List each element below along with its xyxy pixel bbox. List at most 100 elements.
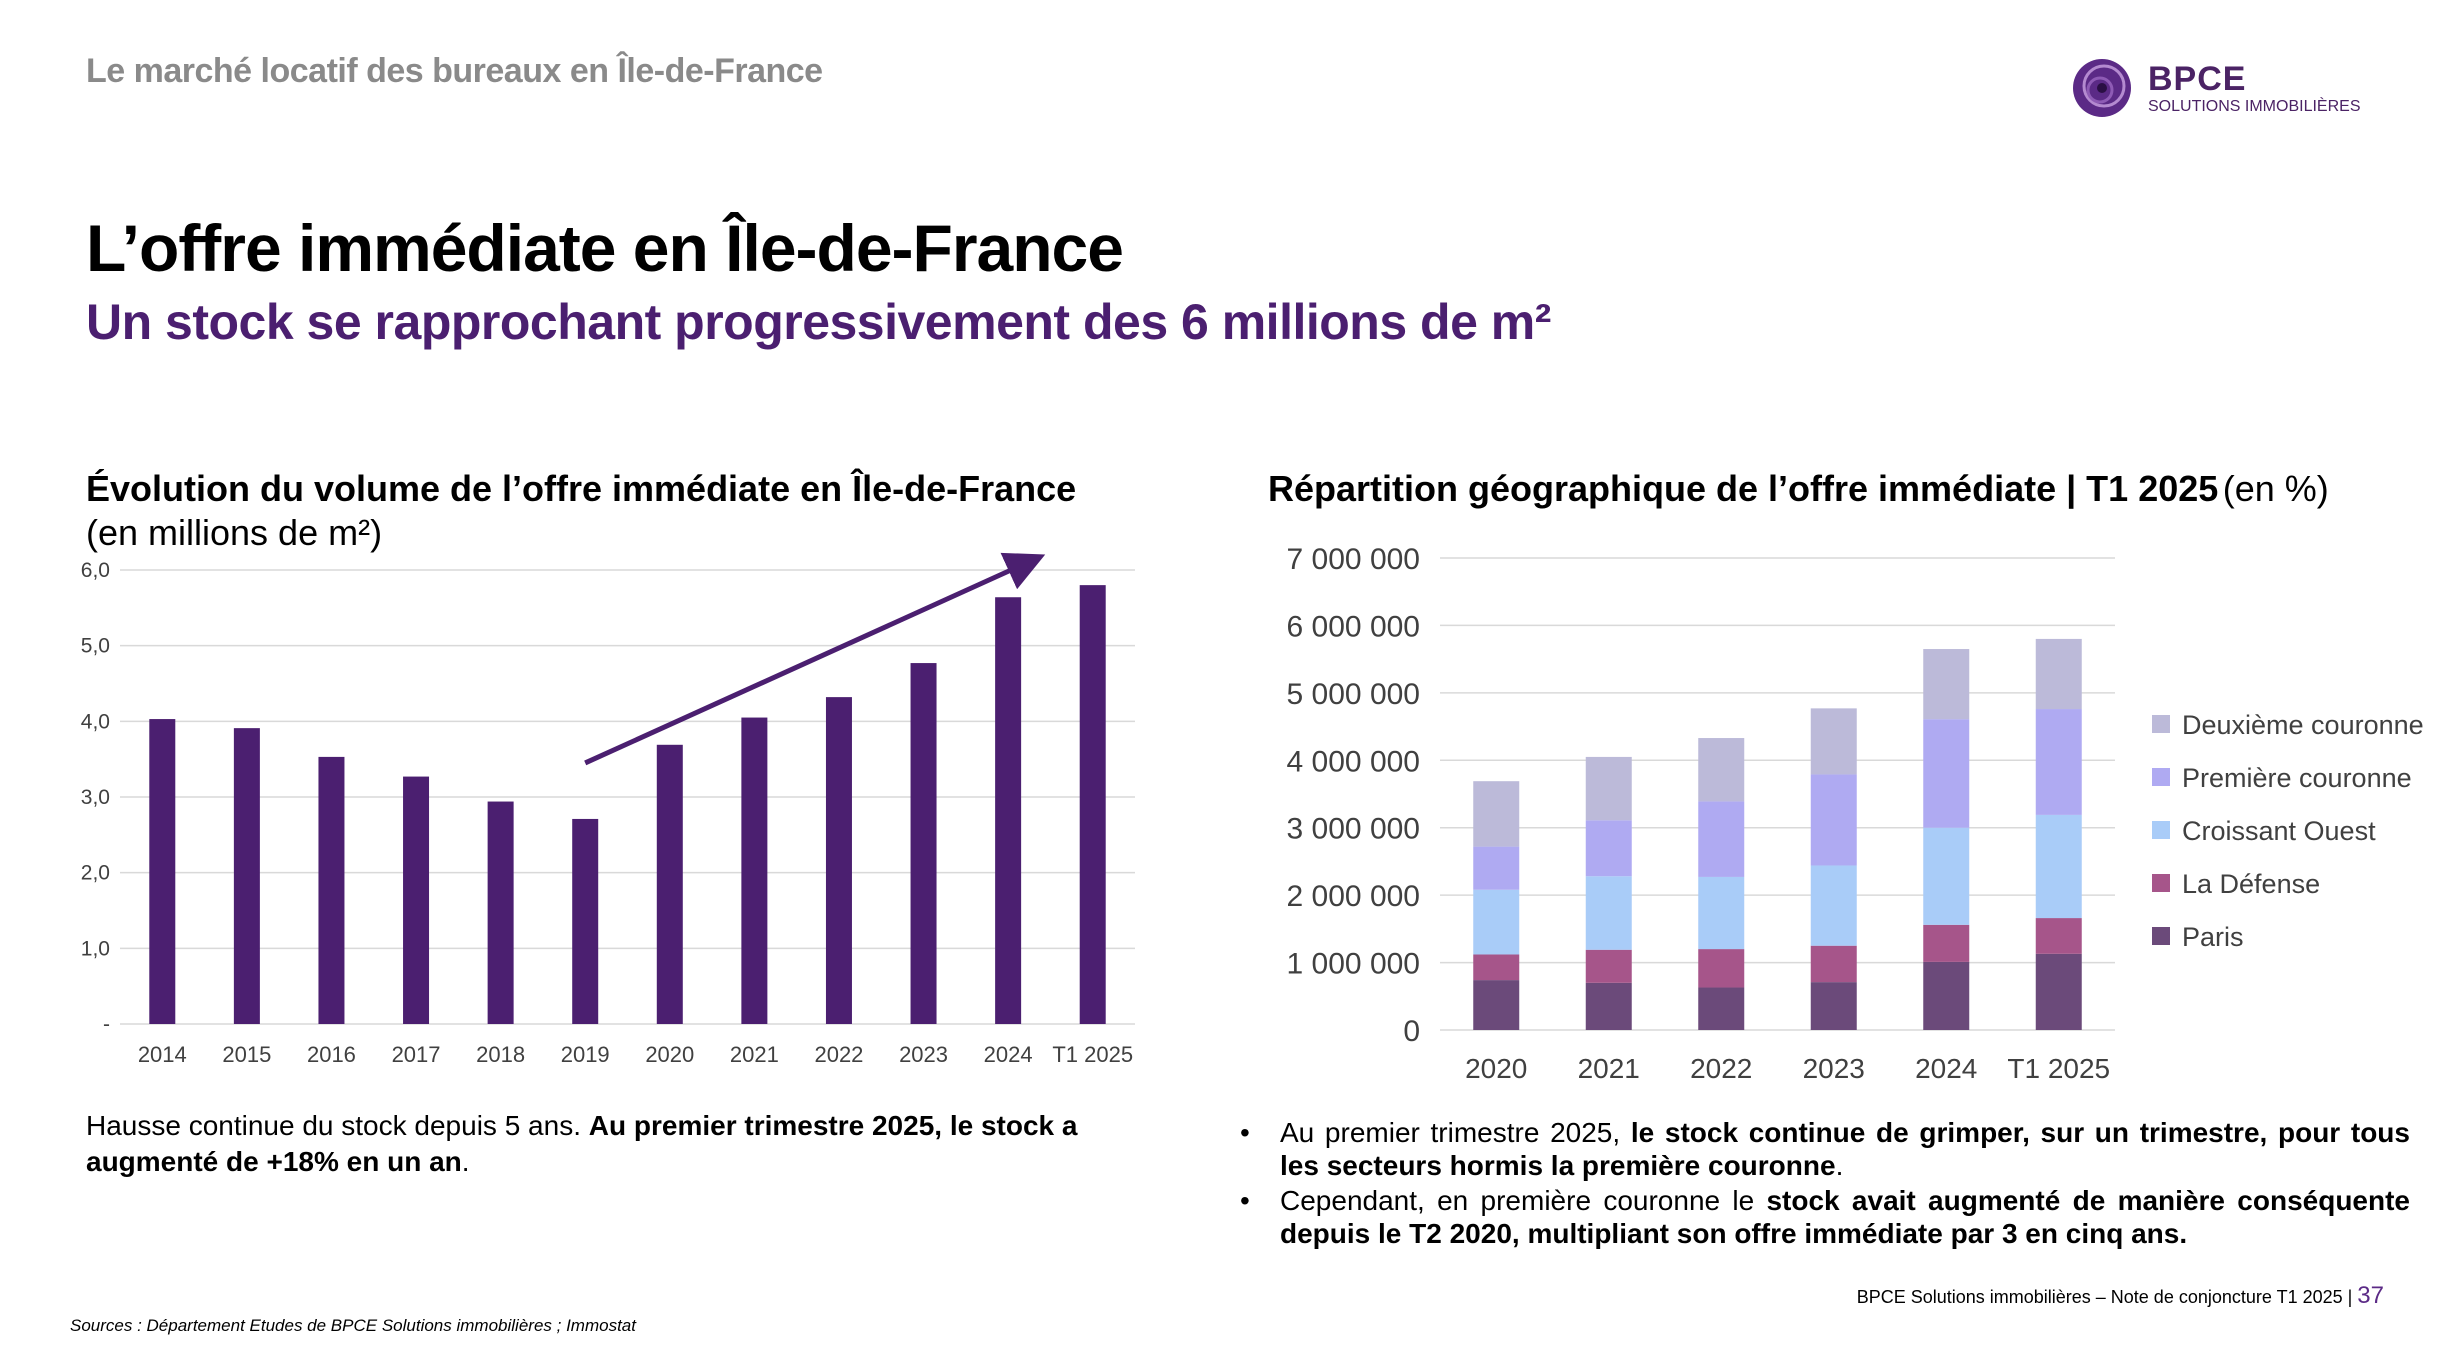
bar-segment xyxy=(1810,865,1857,946)
left-caption-bold: Au premier trimestre 2025, le stock a au… xyxy=(86,1110,1078,1177)
bar-segment xyxy=(1585,756,1632,821)
bar-segment xyxy=(1810,982,1857,1030)
bar xyxy=(656,744,683,1024)
bar xyxy=(318,756,345,1024)
left-caption: Hausse continue du stock depuis 5 ans. A… xyxy=(86,1108,1106,1180)
footer-text: BPCE Solutions immobilières – Note de co… xyxy=(1856,1287,2358,1307)
legend-label: La Défense xyxy=(2182,869,2320,899)
bar-segment xyxy=(2035,709,2082,815)
bullet-marker: • xyxy=(1240,1185,1250,1216)
bar-segment xyxy=(1473,980,1520,1030)
page-number: 37 xyxy=(2357,1282,2384,1309)
bar xyxy=(572,818,599,1024)
list-item: • Au premier trimestre 2025, le stock co… xyxy=(1240,1116,2410,1182)
bar-segment xyxy=(1585,820,1632,877)
bar-segment xyxy=(1698,801,1745,877)
x-tick-label: 2024 xyxy=(984,1042,1033,1067)
sources-note: Sources : Département Etudes de BPCE Sol… xyxy=(70,1316,636,1335)
legend-swatch xyxy=(2152,874,2170,892)
left-chart-unit: (en millions de m²) xyxy=(86,512,383,553)
x-tick-label: 2023 xyxy=(1803,1053,1865,1084)
left-bar-chart: - 1,0 2,0 3,0 4,0 5,0 6,0 2014 2015 2016 2017 2018 2… xyxy=(81,552,1135,1067)
bar-segment xyxy=(1698,876,1745,950)
x-tick-label: 2020 xyxy=(1465,1053,1527,1084)
y-tick-label: 0 xyxy=(1403,1015,1420,1048)
y-tick-label: 2,0 xyxy=(81,862,110,885)
bar-segment xyxy=(1923,827,1970,925)
x-tick-label: T1 2025 xyxy=(1052,1042,1133,1067)
x-tick-label: 2019 xyxy=(561,1042,610,1067)
bar-segment xyxy=(1923,924,1970,962)
legend-label: Paris xyxy=(2182,922,2244,952)
bar-segment xyxy=(1698,949,1745,988)
y-tick-label: 1,0 xyxy=(81,937,110,960)
left-caption-end: . xyxy=(461,1146,470,1177)
bar-segment xyxy=(1698,987,1745,1030)
bar xyxy=(149,719,176,1024)
legend-label: Deuxième couronne xyxy=(2182,710,2424,740)
left-caption-text: Hausse continue du stock depuis 5 ans. xyxy=(86,1110,589,1141)
legend-swatch xyxy=(2152,821,2170,839)
legend-label: Première couronne xyxy=(2182,763,2412,793)
bar xyxy=(233,728,260,1024)
bar-segment xyxy=(2035,918,2082,954)
x-tick-label: 2022 xyxy=(814,1042,863,1067)
x-tick-label: 2017 xyxy=(392,1042,441,1067)
bar xyxy=(825,697,852,1024)
bar-segment xyxy=(1810,774,1857,866)
bar xyxy=(487,801,514,1024)
bar-segment xyxy=(1585,876,1632,950)
y-tick-label: 5,0 xyxy=(81,635,110,658)
bullet-text: Au premier trimestre 2025, xyxy=(1280,1117,1631,1148)
bar-segment xyxy=(1585,982,1632,1030)
y-tick-label: 1 000 000 xyxy=(1287,948,1420,981)
bullet-marker: • xyxy=(1240,1117,1250,1148)
right-chart-heading: Répartition géographique de l’offre immé… xyxy=(1268,468,2329,510)
bar-segment xyxy=(2035,953,2082,1030)
y-tick-label: 3,0 xyxy=(81,786,110,809)
x-tick-label: 2021 xyxy=(1578,1053,1640,1084)
bar xyxy=(741,717,768,1024)
list-item: • Cependant, en première couronne le sto… xyxy=(1240,1184,2410,1250)
page-title: L’offre immédiate en Île-de-France xyxy=(86,211,1124,285)
bar-segment xyxy=(1473,781,1520,847)
logo-swirl-icon xyxy=(2073,59,2131,117)
y-tick-label: 3 000 000 xyxy=(1287,813,1420,846)
logo-subtitle: SOLUTIONS IMMOBILIÈRES xyxy=(2148,98,2361,115)
legend-swatch xyxy=(2152,927,2170,945)
right-chart-title: Répartition géographique de l’offre immé… xyxy=(1268,468,2219,509)
footer-note: BPCE Solutions immobilières – Note de co… xyxy=(1857,1282,2384,1310)
bar-segment xyxy=(1473,846,1520,890)
page-subtitle: Un stock se rapprochant progressivement … xyxy=(86,294,1551,350)
bullet-bold: le stock continue de grimper, sur un tri… xyxy=(1280,1117,2410,1181)
bar-segment xyxy=(1923,719,1970,828)
bullet-end: . xyxy=(1835,1150,1844,1181)
left-chart-title: Évolution du volume de l’offre immédiate… xyxy=(86,468,1077,509)
bar-segment xyxy=(1810,945,1857,983)
bar-segment xyxy=(2035,814,2082,919)
x-tick-label: 2018 xyxy=(476,1042,525,1067)
bar-segment xyxy=(1923,961,1970,1030)
trend-arrow xyxy=(584,552,1046,766)
x-tick-label: 2014 xyxy=(138,1042,187,1067)
bullet-text: Cependant, en première couronne le xyxy=(1280,1185,1767,1216)
bar-segment xyxy=(1698,738,1745,802)
legend-swatch xyxy=(2152,715,2170,733)
bullet-bold: stock avait augmenté de manière conséque… xyxy=(1280,1185,2410,1249)
y-tick-label: 6 000 000 xyxy=(1287,610,1420,643)
y-tick-label: 5 000 000 xyxy=(1287,678,1420,711)
bar xyxy=(995,597,1022,1024)
y-tick-label: 4 000 000 xyxy=(1287,745,1420,778)
x-tick-label: 2022 xyxy=(1690,1053,1752,1084)
y-tick-label: 2 000 000 xyxy=(1287,880,1420,913)
x-tick-label: 2024 xyxy=(1915,1053,1977,1084)
right-stacked-bar-chart: 0 1 000 000 2 000 000 3 000 000 4 000 000 5 0… xyxy=(1287,543,2424,1084)
bar xyxy=(1079,585,1106,1024)
x-tick-label: 2015 xyxy=(222,1042,271,1067)
bar-segment xyxy=(1923,649,1970,720)
y-tick-label: 4,0 xyxy=(81,710,110,733)
bar-segment xyxy=(1810,708,1857,775)
bar xyxy=(403,776,430,1024)
bar xyxy=(910,663,937,1024)
x-tick-label: 2021 xyxy=(730,1042,779,1067)
